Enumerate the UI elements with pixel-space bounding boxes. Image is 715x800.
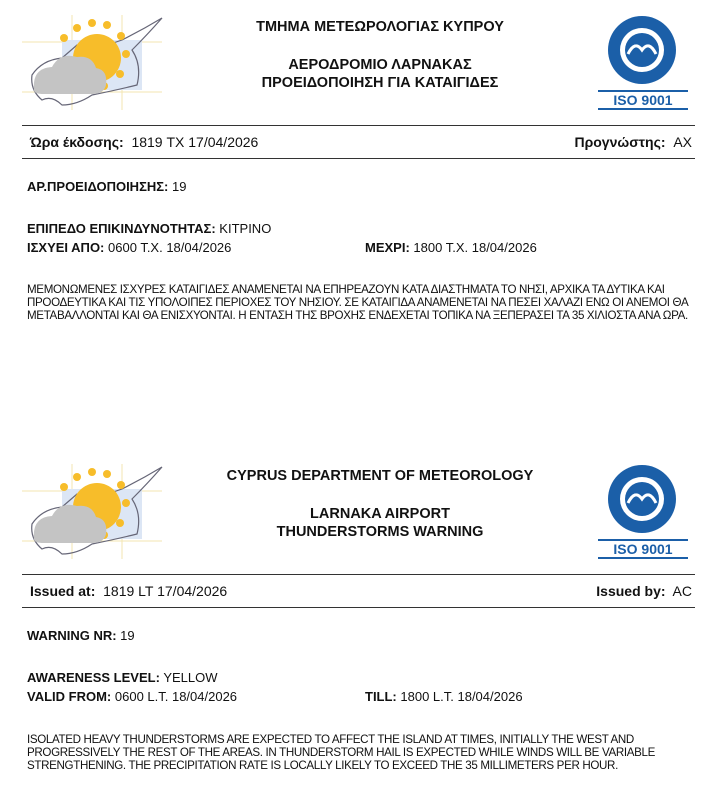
airport-title: LARNAKA AIRPORT (310, 506, 450, 522)
warning-number-label: ΑΡ.ΠΡΟΕΙΔΟΠΟΙΗΣΗΣ: (27, 179, 169, 194)
issued-value: 1819 TX 17/04/2026 (131, 134, 259, 150)
valid-from-label: VALID FROM: (27, 689, 112, 704)
warning-title: THUNDERSTORMS WARNING (276, 524, 484, 540)
warning-text: ISOLATED HEAVY THUNDERSTORMS ARE EXPECTE… (27, 733, 655, 772)
awareness-level-value: ΚΙΤΡΙΝΟ (219, 221, 272, 236)
iso-label: ISO 9001 (613, 541, 672, 557)
divider (22, 158, 695, 159)
issue-row: Ώρα έκδοσης: 1819 TX 17/04/2026 Προγνώστ… (30, 134, 692, 150)
valid-from-value: 0600 L.T. 18/04/2026 (114, 689, 238, 704)
airport-title: ΑΕΡΟΔΡΟΜΙΟ ΛΑΡΝΑΚΑΣ (288, 57, 472, 73)
warning-number: WARNING NR: 19 (27, 628, 135, 643)
warning-text: ΜΕΜΟΝΩΜΕΝΕΣ ΙΣΧΥΡΕΣ ΚΑΤΑΙΓΙΔΕΣ ΑΝΑΜΕΝΕΤΑ… (27, 283, 688, 322)
warning-number: ΑΡ.ΠΡΟΕΙΔΟΠΟΙΗΣΗΣ: 19 (27, 179, 186, 194)
organization-title: CYPRUS DEPARTMENT OF METEOROLOGY (226, 468, 534, 484)
issued-by-label: Issued by: (596, 583, 666, 599)
valid-till-label: TILL: (365, 689, 397, 704)
awareness-level-value: YELLOW (163, 670, 218, 685)
meteorology-logo (22, 464, 163, 559)
awareness-level-label: AWARENESS LEVEL: (27, 670, 160, 685)
valid-till: ΜΕΧΡΙ: 1800 Τ.Χ. 18/04/2026 (365, 240, 537, 255)
issued-label: Issued at: (30, 583, 96, 599)
issued-by-value: AC (672, 583, 692, 599)
divider (22, 125, 695, 126)
header-titles: ΤΜΗΜΑ ΜΕΤΕΩΡΟΛΟΓΙΑΣ ΚΥΠΡΟΥ ΑΕΡΟΔΡΟΜΙΟ ΛΑ… (180, 10, 580, 92)
issued-by-value: AX (673, 134, 692, 150)
awareness-level: AWARENESS LEVEL: YELLOW (27, 670, 218, 685)
warning-number-value: 19 (120, 628, 135, 643)
iso-9001-logo: ISO 9001 (598, 465, 688, 559)
valid-till: TILL: 1800 L.T. 18/04/2026 (365, 689, 523, 704)
valid-till-value: 1800 L.T. 18/04/2026 (400, 689, 523, 704)
valid-from: ΙΣΧΥΕΙ ΑΠΟ: 0600 Τ.Χ. 18/04/2026 (27, 240, 231, 255)
meteorology-logo (22, 15, 163, 110)
warning-number-label: WARNING NR: (27, 628, 117, 643)
awareness-level-label: ΕΠΙΠΕΔΟ ΕΠΙΚΙΝΔΥΝΟΤΗΤΑΣ: (27, 221, 216, 236)
issued-by-label: Προγνώστης: (574, 134, 666, 150)
divider (22, 607, 695, 608)
issued-label: Ώρα έκδοσης: (30, 134, 124, 150)
valid-from-label: ΙΣΧΥΕΙ ΑΠΟ: (27, 240, 105, 255)
iso-9001-logo: ISO 9001 (598, 16, 688, 110)
awareness-level: ΕΠΙΠΕΔΟ ΕΠΙΚΙΝΔΥΝΟΤΗΤΑΣ: ΚΙΤΡΙΝΟ (27, 221, 271, 236)
warning-number-value: 19 (172, 179, 187, 194)
divider (22, 574, 695, 575)
issued-value: 1819 LT 17/04/2026 (103, 583, 228, 599)
issue-row: Issued at: 1819 LT 17/04/2026 Issued by:… (30, 583, 692, 599)
iso-label: ISO 9001 (613, 92, 672, 108)
warning-title: ΠΡΟΕΙΔΟΠΟΙΗΣΗ ΓΙΑ ΚΑΤΑΙΓΙΔΕΣ (261, 75, 499, 91)
valid-from-value: 0600 Τ.Χ. 18/04/2026 (108, 240, 232, 255)
header-titles: CYPRUS DEPARTMENT OF METEOROLOGY LARNAKA… (180, 459, 580, 541)
organization-title: ΤΜΗΜΑ ΜΕΤΕΩΡΟΛΟΓΙΑΣ ΚΥΠΡΟΥ (256, 19, 504, 35)
valid-till-value: 1800 Τ.Χ. 18/04/2026 (413, 240, 537, 255)
valid-from: VALID FROM: 0600 L.T. 18/04/2026 (27, 689, 237, 704)
valid-till-label: ΜΕΧΡΙ: (365, 240, 410, 255)
